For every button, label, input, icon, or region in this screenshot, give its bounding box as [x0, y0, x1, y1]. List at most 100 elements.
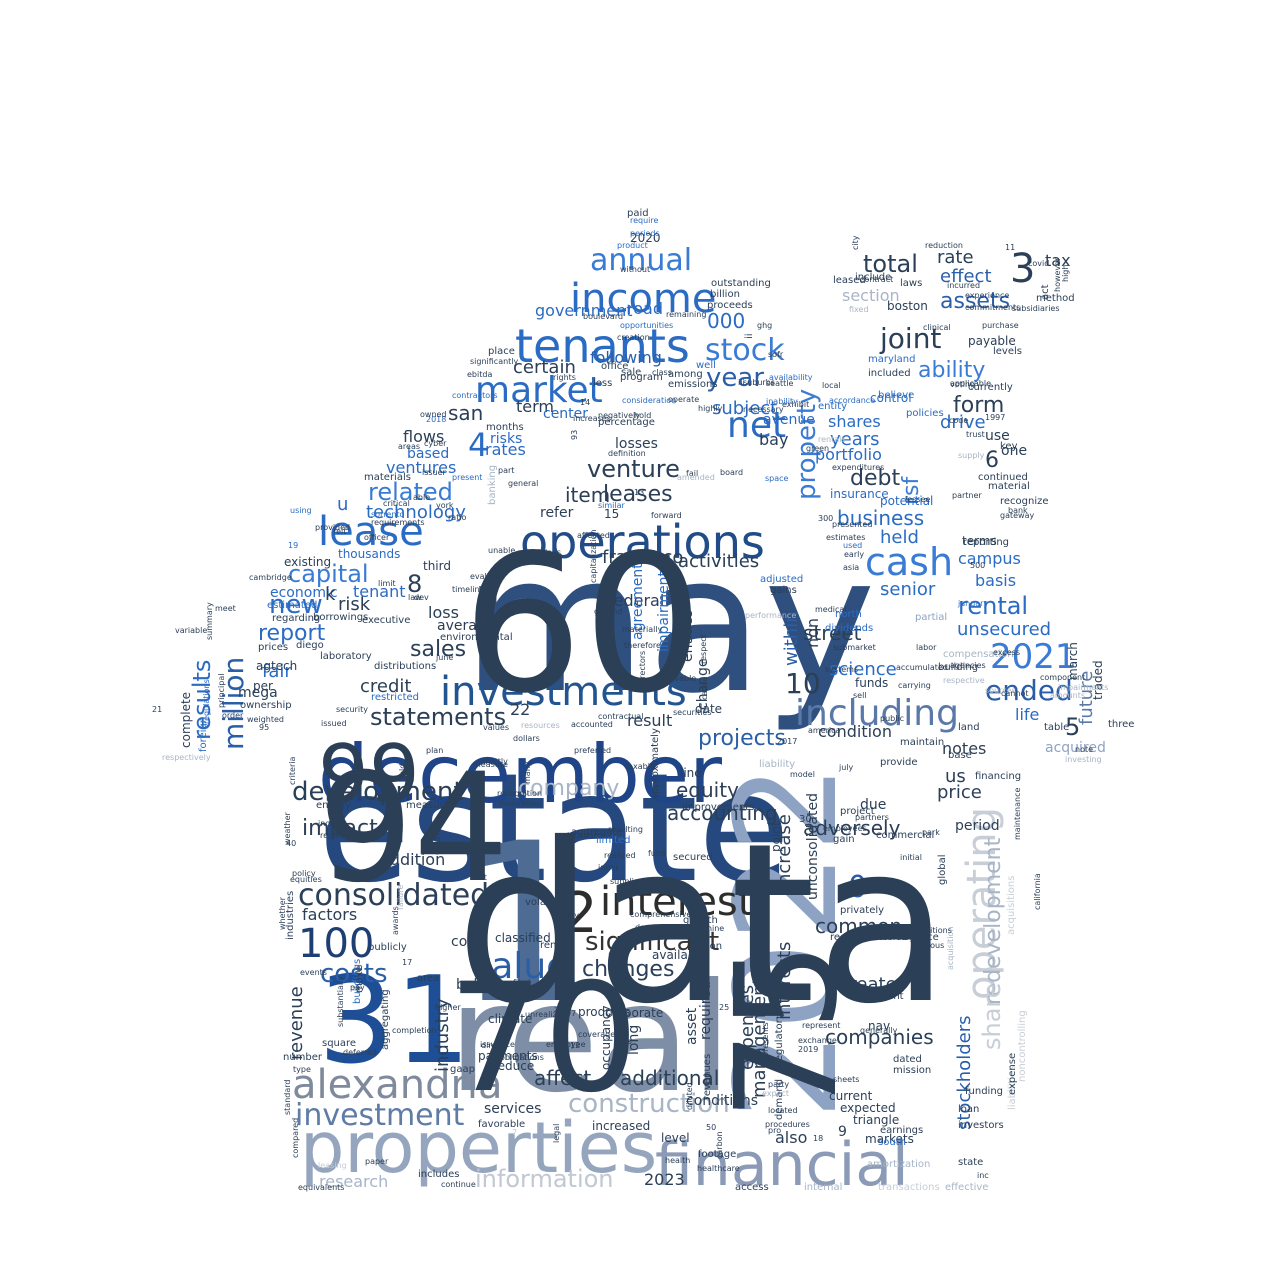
cloud-word: necessary — [743, 405, 784, 414]
cloud-word: 2022 — [706, 764, 869, 1120]
cloud-word: potential — [880, 494, 933, 508]
cloud-word: per — [253, 679, 273, 693]
cloud-word: property — [792, 389, 822, 500]
cloud-word: thousands — [338, 547, 400, 561]
cloud-word: capital — [288, 560, 369, 588]
cloud-word: values — [483, 723, 509, 732]
cloud-word: believe — [878, 390, 914, 401]
cloud-word: equities — [290, 875, 322, 884]
cloud-word: exit — [472, 873, 487, 882]
cloud-word: current — [829, 1089, 873, 1103]
cloud-word: 9 — [838, 1124, 847, 1140]
cloud-word: period — [955, 818, 1000, 834]
cloud-word: pro — [768, 1126, 781, 1135]
cloud-word: february — [880, 933, 914, 942]
cloud-word: asia — [843, 563, 859, 572]
cloud-word: distributions — [374, 661, 436, 672]
cloud-word: product — [617, 241, 648, 250]
cloud-word: cause — [700, 676, 709, 700]
cloud-word: gain — [833, 834, 855, 845]
cloud-word: business — [837, 506, 924, 530]
cloud-word: innovation — [499, 799, 541, 808]
cloud-word: coverage — [578, 1030, 615, 1039]
cloud-word: executive — [362, 615, 410, 626]
cloud-word: 96 — [472, 838, 482, 847]
cloud-word: submarket — [833, 643, 876, 652]
cloud-word: regarding — [272, 613, 320, 624]
cloud-word: weather — [283, 812, 292, 845]
cloud-word: procedures — [765, 1120, 810, 1129]
cloud-word: energy — [316, 800, 351, 811]
cloud-word: gaap — [450, 1064, 475, 1075]
cloud-word: many — [523, 761, 532, 784]
cloud-word: code — [949, 416, 968, 425]
cloud-word: growth — [683, 915, 718, 926]
cloud-word: non — [803, 618, 822, 648]
cloud-word: negatively — [598, 411, 640, 420]
cloud-word: item — [565, 483, 610, 507]
cloud-word: real — [448, 952, 732, 1126]
cloud-word: certain — [513, 357, 576, 378]
cloud-word: rate — [937, 247, 974, 268]
cloud-word: employee — [546, 1040, 586, 1049]
cloud-word: forward — [651, 511, 682, 520]
cloud-word: act — [1040, 284, 1051, 300]
cloud-word: recognize — [1000, 496, 1049, 507]
cloud-word: earnings — [880, 1125, 923, 1136]
cloud-word: losses — [615, 436, 658, 452]
cloud-word: based — [407, 446, 449, 462]
cloud-word: currently — [968, 382, 1013, 393]
cloud-word: cost — [451, 934, 481, 950]
cloud-word: adversely — [803, 816, 901, 840]
cloud-word: reduce — [493, 1059, 534, 1073]
cloud-word: us — [945, 766, 966, 787]
cloud-word: weighted — [247, 715, 284, 724]
cloud-word: regulatory — [774, 1013, 785, 1065]
cloud-word: increases — [573, 414, 611, 423]
cloud-word: ownership — [240, 700, 292, 711]
cloud-word: common — [815, 914, 902, 938]
cloud-word: mission — [893, 1065, 931, 1076]
cloud-word: cannot — [1001, 689, 1028, 698]
cloud-word: report — [258, 621, 326, 646]
cloud-word: criteria — [288, 757, 297, 785]
cloud-word: place — [488, 346, 515, 357]
cloud-word: diluted — [685, 1082, 694, 1110]
cloud-word: effective — [945, 1182, 988, 1193]
cloud-word: sources — [985, 686, 1016, 695]
cloud-word: factors — [302, 905, 357, 924]
cloud-word: estimates — [826, 533, 865, 542]
cloud-word: summary — [205, 602, 214, 640]
cloud-word: percentage — [598, 417, 655, 428]
cloud-word: contract — [860, 275, 893, 284]
cloud-word: products — [578, 1005, 630, 1019]
cloud-word: 5 — [1065, 713, 1080, 741]
cloud-word: 19 — [288, 541, 298, 550]
cloud-word: performance — [745, 611, 796, 620]
cloud-word: various — [915, 941, 944, 950]
cloud-word: use — [985, 428, 1010, 444]
cloud-word: periods — [630, 229, 660, 238]
cloud-word: total — [863, 250, 918, 278]
cloud-word: cash — [865, 540, 953, 584]
cloud-word: terms — [962, 534, 997, 548]
cloud-word: fair — [262, 661, 292, 682]
cloud-word: 500 — [970, 561, 985, 570]
cloud-word: companies — [825, 1025, 934, 1049]
cloud-word: clinical — [923, 323, 951, 332]
cloud-word: section — [842, 286, 900, 305]
cloud-word: outstanding — [711, 278, 771, 289]
cloud-word: service — [903, 932, 939, 943]
cloud-word: opportunities — [620, 321, 673, 330]
cloud-word: variable — [175, 626, 207, 635]
cloud-word: present — [452, 473, 482, 482]
cloud-word: building — [938, 662, 978, 673]
cloud-word: revenues — [702, 1054, 713, 1100]
cloud-word: materially — [622, 625, 663, 634]
cloud-word: noncontrolling — [1017, 1010, 1028, 1082]
cloud-word: green — [806, 444, 829, 453]
cloud-word: lease — [318, 509, 424, 555]
cloud-word: loan — [958, 1104, 979, 1115]
cloud-word: effect — [940, 266, 992, 287]
cloud-word: initial — [900, 853, 922, 862]
